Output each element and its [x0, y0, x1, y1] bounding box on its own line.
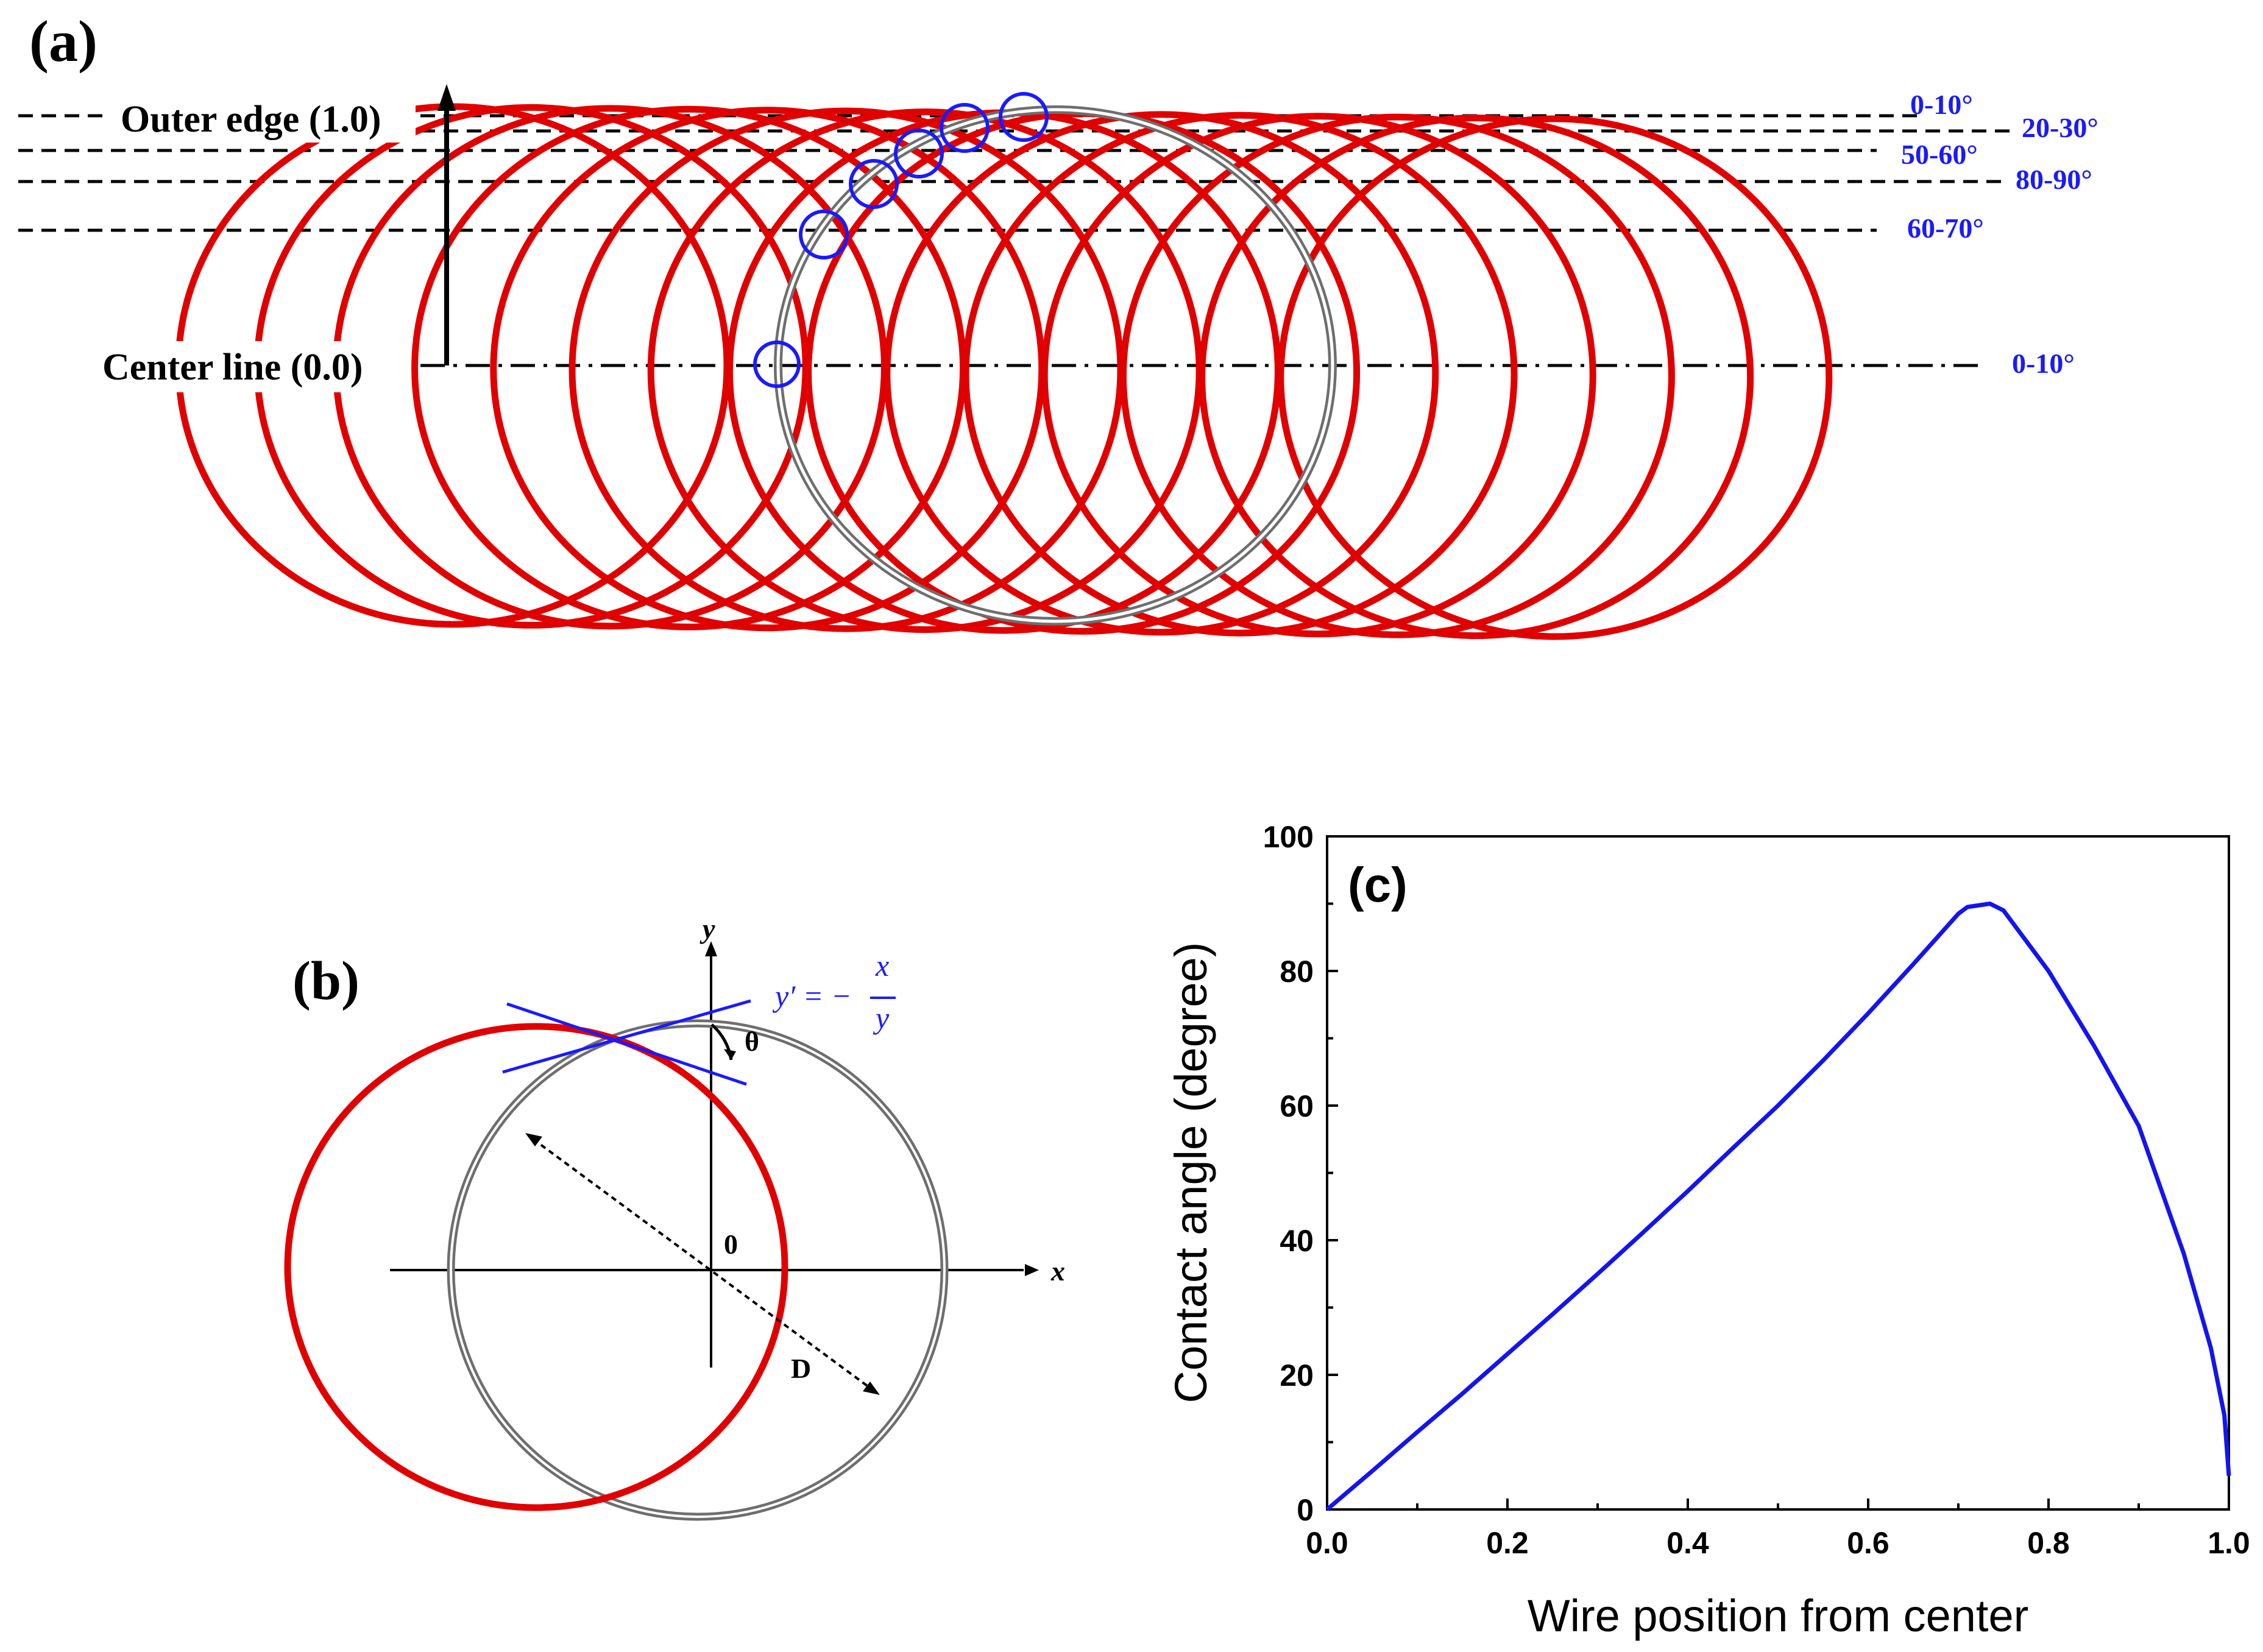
plot-frame [1326, 835, 2230, 1511]
x-tick-label: 0.0 [1306, 1526, 1348, 1560]
angle-label: 80-90° [2016, 164, 2092, 195]
panel-c-label: (c) [1348, 858, 1408, 912]
angle-label: 0-10° [2012, 348, 2075, 379]
y-tick-label: 60 [1280, 1089, 1314, 1123]
x-tick-label: 0.4 [1666, 1526, 1709, 1560]
y-tick-label: 40 [1280, 1224, 1314, 1258]
theta-label: θ [745, 1026, 759, 1057]
y-tick-label: 0 [1297, 1493, 1314, 1527]
label-backdrop [111, 91, 416, 143]
center-line-label: Center line (0.0) [102, 347, 363, 388]
ring-group [175, 103, 1833, 640]
angle-label: 60-70° [1907, 213, 1984, 244]
wire-ring [1119, 113, 1675, 638]
panel-b: (b) y x 0 θ D y′ = − x y [284, 913, 1065, 1521]
theta-arrow-icon [724, 1049, 736, 1060]
equation-lhs: y′ = − [772, 979, 852, 1013]
distance-label: D [791, 1353, 811, 1384]
x-axis-title: Wire position from center [1528, 1590, 2029, 1641]
x-tick-label: 0.6 [1847, 1526, 1889, 1560]
label-backdrop [91, 341, 408, 392]
x-tick-label: 0.2 [1486, 1526, 1529, 1560]
equation-numerator: x [875, 948, 889, 983]
x-tick-label: 0.8 [2027, 1526, 2070, 1560]
distance-arrow [532, 1138, 873, 1390]
wire-ring [962, 111, 1518, 637]
x-arrow-icon [1025, 1264, 1039, 1276]
wire-ring [1041, 113, 1596, 638]
wire-ring-gray-inner [450, 1022, 946, 1518]
reference-ring-inner [776, 108, 1334, 623]
panel-c: (c) 0.0 0.2 0.4 0.6 0.8 1.0 0 20 40 60 80 100 Wire … [1166, 820, 2250, 1641]
angle-label: 20-30° [2022, 112, 2098, 143]
wire-ring [884, 111, 1439, 636]
contact-marker [894, 129, 944, 178]
contact-marker [849, 159, 899, 209]
axis-ticks [1326, 835, 2230, 1511]
y-tick-label: 20 [1280, 1358, 1314, 1393]
contact-markers [753, 92, 1049, 388]
distance-arrow-head-icon [525, 1133, 542, 1146]
wire-ring-red [284, 1023, 788, 1511]
y-axis-label: y [699, 913, 715, 944]
contact-marker [799, 210, 849, 259]
origin-label: 0 [724, 1229, 738, 1260]
y-axis-title: Contact angle (degree) [1166, 942, 1216, 1403]
slope-equation: y′ = − x y [772, 948, 896, 1035]
angle-label: 50-60° [1901, 139, 1978, 170]
angle-labels: 0-10° 20-30° 50-60° 80-90° 60-70° 0-10° [1901, 89, 2098, 379]
y-arrow-icon [705, 941, 717, 956]
wire-ring [1199, 115, 1754, 640]
x-axis-label: x [1050, 1255, 1065, 1287]
panel-b-label: (b) [292, 951, 359, 1011]
arrow-head-icon [437, 84, 456, 111]
y-tick-label: 80 [1280, 955, 1314, 989]
panel-a-label: (a) [29, 9, 97, 74]
y-tick-label: 100 [1263, 820, 1314, 854]
tangent-line-gray [502, 999, 751, 1074]
contact-marker [999, 92, 1049, 142]
contact-marker [940, 103, 990, 153]
equation-denominator: y [873, 1001, 890, 1035]
contact-marker [753, 341, 801, 388]
distance-arrow-head-icon [863, 1382, 880, 1395]
panel-a: (a) Outer edge (1.0 [18, 9, 2098, 640]
outer-edge-label: Outer edge (1.0) [121, 99, 381, 140]
tangent-line-red [506, 1002, 747, 1086]
tick-labels: 0.0 0.2 0.4 0.6 0.8 1.0 0 20 40 60 80 100 [1263, 820, 2250, 1560]
wire-ring [1277, 115, 1833, 640]
angle-label: 0-10° [1910, 89, 1973, 120]
contact-angle-curve [1325, 902, 2231, 1511]
x-tick-label: 1.0 [2208, 1526, 2250, 1560]
